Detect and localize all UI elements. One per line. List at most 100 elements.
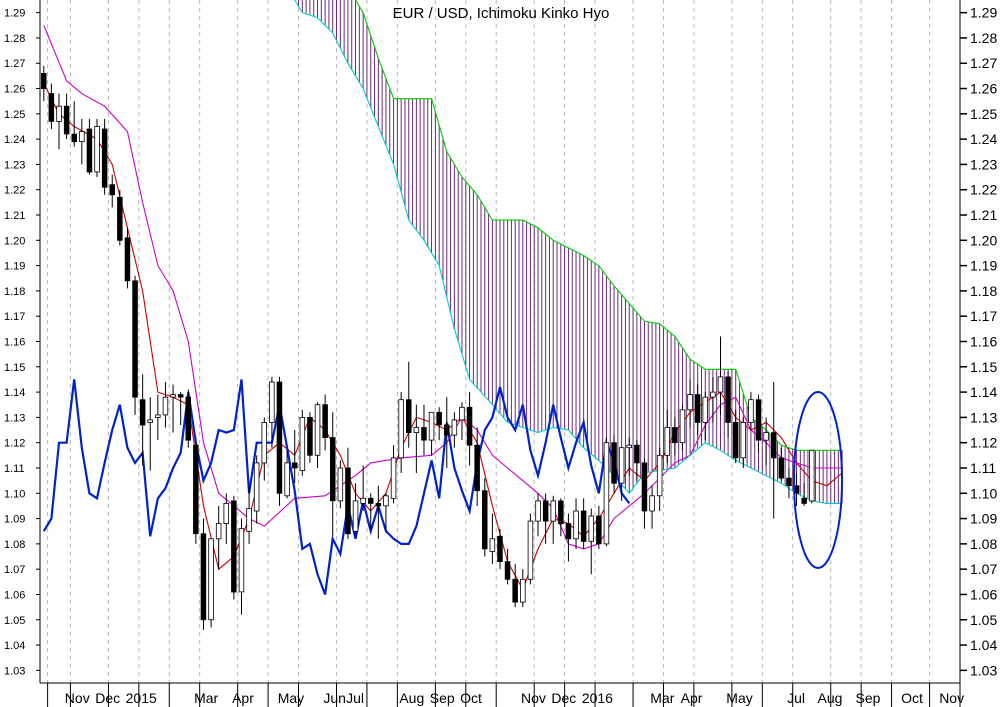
y-tick-label: 1.15 xyxy=(970,359,997,375)
y-tick-label: 1.29 xyxy=(970,5,997,21)
y-tick-label: 1.29 xyxy=(4,8,25,20)
y-tick-label: 1.08 xyxy=(4,539,25,551)
candle-body xyxy=(755,399,762,441)
candle xyxy=(185,389,191,448)
candle xyxy=(253,455,260,524)
y-tick-label: 1.19 xyxy=(4,261,25,273)
x-tick-label: Nov xyxy=(521,690,546,706)
y-tick-label: 1.03 xyxy=(4,665,25,677)
y-tick-label: 1.23 xyxy=(4,159,25,171)
x-tick-label: Jul xyxy=(787,690,805,706)
y-axis-right: 1.03 1.04 1.05 1.06 1.07 1.08 1.09 1.10 1.11 1.12… xyxy=(960,5,997,678)
candle xyxy=(664,409,671,463)
candle-body xyxy=(459,406,465,421)
candle xyxy=(428,411,435,456)
candle-body xyxy=(656,454,663,497)
candle xyxy=(451,412,458,448)
candle xyxy=(710,376,716,423)
candle xyxy=(801,483,807,506)
x-axis: Nov Dec 2015 Mar Apr May Jun Jul Aug Sep Oct Nov Dec… xyxy=(47,683,964,707)
candle xyxy=(725,371,731,438)
candle-body xyxy=(215,523,222,540)
candle-body xyxy=(132,280,138,398)
x-tick-label: Sep xyxy=(856,690,881,706)
y-tick-label: 1.20 xyxy=(4,235,25,247)
y-tick-label: 1.20 xyxy=(970,232,997,248)
candle-body xyxy=(702,396,709,423)
candle xyxy=(139,374,146,466)
candle-body xyxy=(139,399,146,426)
candle xyxy=(580,498,587,549)
candle-body xyxy=(664,427,671,456)
candle xyxy=(778,447,785,481)
candle xyxy=(177,392,184,425)
candle xyxy=(436,407,442,441)
candle xyxy=(763,417,769,466)
y-tick-label: 1.26 xyxy=(970,81,997,97)
y-tick-label: 1.27 xyxy=(970,55,997,71)
x-tick-label: 2016 xyxy=(582,690,613,706)
candle xyxy=(656,447,663,511)
candle-body xyxy=(611,442,617,484)
candle xyxy=(94,118,100,178)
y-tick-label: 1.28 xyxy=(4,33,25,45)
candle xyxy=(542,493,549,544)
candle-body xyxy=(443,424,450,436)
y-tick-label: 1.06 xyxy=(4,589,25,601)
x-tick-label: 2015 xyxy=(126,690,157,706)
candle xyxy=(48,83,55,130)
chikou-line xyxy=(42,379,631,595)
candle-body xyxy=(269,381,275,423)
candle-body xyxy=(367,497,374,504)
x-tick-label: Aug xyxy=(399,690,424,706)
candle-body xyxy=(763,432,769,441)
candle xyxy=(497,528,503,570)
candle xyxy=(390,445,397,504)
candle-body xyxy=(626,444,633,449)
candle-body xyxy=(56,105,62,122)
candle-body xyxy=(786,477,792,487)
y-tick-label: 1.10 xyxy=(970,485,997,501)
candle xyxy=(565,513,572,562)
candle xyxy=(314,402,321,468)
candle xyxy=(345,447,351,539)
senkou_a-line xyxy=(294,0,843,504)
candle xyxy=(337,460,344,509)
candle-body xyxy=(596,515,602,545)
candle xyxy=(618,447,625,501)
candle-body xyxy=(101,128,108,188)
candle-body xyxy=(809,449,815,502)
x-tick-label: Mar xyxy=(194,690,218,706)
candle xyxy=(611,435,617,494)
candle xyxy=(124,227,131,289)
y-tick-label: 1.28 xyxy=(970,30,997,46)
candle xyxy=(276,376,283,506)
candle xyxy=(443,397,450,468)
candle-body xyxy=(725,376,731,423)
candle xyxy=(588,508,595,575)
candle xyxy=(740,417,747,468)
candle xyxy=(246,485,252,544)
candle xyxy=(101,118,108,195)
candle xyxy=(527,513,534,585)
candle-body xyxy=(63,105,70,135)
candle-body xyxy=(421,427,427,441)
y-tick-label: 1.09 xyxy=(970,511,997,527)
candle xyxy=(299,409,306,476)
candle-body xyxy=(155,414,161,418)
candle-body xyxy=(588,515,595,542)
candle-body xyxy=(117,196,123,241)
y-tick-label: 1.15 xyxy=(4,362,25,374)
candlesticks xyxy=(41,65,815,630)
candle-body xyxy=(223,502,229,524)
candle-body xyxy=(618,447,625,484)
candle-body xyxy=(413,427,420,433)
candle xyxy=(86,118,93,175)
candle-body xyxy=(231,500,237,593)
candle xyxy=(147,397,153,471)
candle-body xyxy=(86,128,93,173)
candle xyxy=(398,392,404,474)
y-tick-label: 1.03 xyxy=(970,662,997,678)
x-tick-label: Nov xyxy=(65,690,90,706)
